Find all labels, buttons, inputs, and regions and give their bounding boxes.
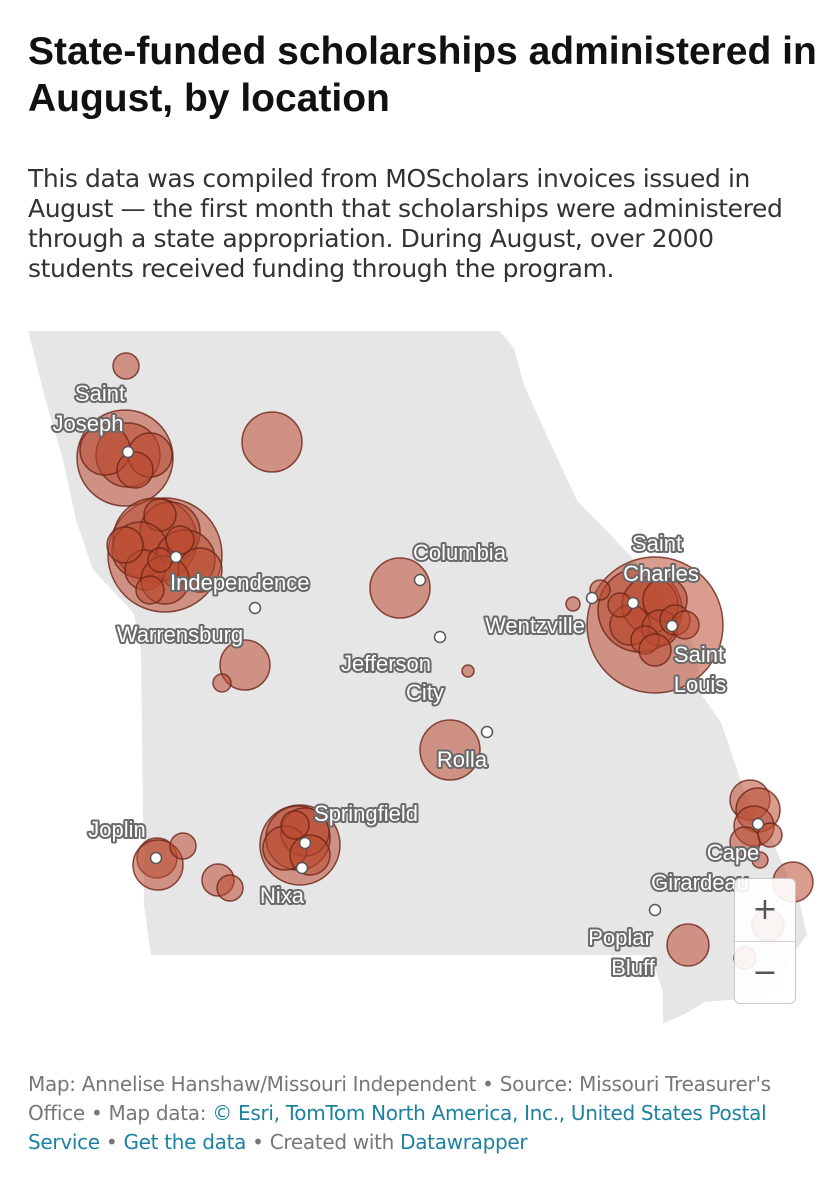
zoom-in-button[interactable]: + [735, 879, 795, 941]
scholarship-bubble[interactable] [751, 851, 769, 869]
scholarship-bubble[interactable] [369, 557, 431, 619]
city-dot [433, 630, 447, 644]
city-dot [585, 591, 599, 605]
label-independence: Independence [170, 570, 309, 595]
scholarship-bubble[interactable] [112, 352, 140, 380]
label-saint-louis-line1: Saint [674, 642, 724, 667]
credit-source: Source: Missouri Treasurer's Office [28, 1072, 771, 1125]
scholarship-bubble[interactable] [132, 839, 184, 891]
scholarship-bubble[interactable] [169, 832, 197, 860]
label-saint-charles-line1: Saint [632, 531, 682, 556]
city-dot [480, 725, 494, 739]
label-warrensburg: Warrensburg [117, 622, 243, 647]
bubble-layer [76, 352, 814, 970]
credits: Map: Annelise Hanshaw/Missouri Independe… [28, 1070, 818, 1157]
scholarship-bubble[interactable] [219, 639, 271, 691]
zoom-control: + − [734, 878, 796, 1004]
city-dot [169, 550, 183, 564]
scholarship-bubble[interactable] [419, 719, 481, 781]
scholarship-bubble[interactable] [116, 451, 154, 489]
city-dot [149, 851, 163, 865]
scholarship-bubble[interactable] [216, 874, 244, 902]
credit-separator: • [84, 1101, 109, 1125]
city-dot [626, 596, 640, 610]
scholarship-bubble[interactable] [666, 923, 710, 967]
city-dot [751, 817, 765, 831]
scholarship-bubble[interactable] [565, 596, 581, 612]
city-dot [665, 619, 679, 633]
scholarship-bubble[interactable] [638, 633, 672, 667]
label-cape-girardeau-line2: Girardeau [651, 870, 749, 895]
credit-created-with: Created with [269, 1130, 401, 1154]
scholarship-bubble[interactable] [147, 547, 173, 573]
zoom-out-button[interactable]: − [735, 941, 795, 1003]
credit-map-data-prefix: Map data: [108, 1101, 213, 1125]
scholarship-bubble[interactable] [135, 575, 165, 605]
label-saint-joseph-line2: Joseph [53, 411, 124, 436]
scholarship-bubble[interactable] [461, 664, 475, 678]
label-wentzville: Wentzville [485, 613, 585, 638]
label-saint-charles-line2: Charles [623, 561, 699, 586]
label-poplar-bluff-line2: Bluff [611, 955, 656, 980]
label-columbia: Columbia [413, 540, 507, 565]
chart-title: State-funded scholarships administered i… [28, 30, 817, 120]
label-rolla: Rolla [437, 747, 488, 772]
city-dot [248, 601, 262, 615]
city-dot [298, 836, 312, 850]
credit-map-data-link[interactable]: © Esri, TomTom North America, Inc., Unit… [28, 1101, 767, 1154]
city-dot [295, 861, 309, 875]
scholarship-bubble[interactable] [165, 525, 195, 555]
datawrapper-link[interactable]: Datawrapper [400, 1130, 528, 1154]
get-the-data-link[interactable]: Get the data [123, 1130, 247, 1154]
credit-separator: • [246, 1130, 270, 1154]
map-canvas[interactable]: Saint Joseph Independence Warrensburg Co… [0, 320, 837, 1050]
city-dot [121, 445, 135, 459]
label-jefferson-city-line1: Jefferson [341, 651, 431, 676]
label-cape-girardeau-line1: Cape [707, 840, 760, 865]
scholarship-bubble[interactable] [280, 810, 310, 840]
label-nixa: Nixa [260, 883, 305, 908]
credit-separator: • [476, 1072, 500, 1096]
label-poplar-bluff-line1: Poplar [588, 925, 652, 950]
city-dot-layer [121, 445, 765, 917]
chart-description: This data was compiled from MOScholars i… [28, 164, 783, 283]
scholarship-bubble[interactable] [106, 526, 144, 564]
label-jefferson-city-line2: City [406, 680, 444, 705]
missouri-map[interactable]: Saint Joseph Independence Warrensburg Co… [0, 320, 837, 1050]
credit-map-author: Map: Annelise Hanshaw/Missouri Independe… [28, 1072, 477, 1096]
city-dot [413, 573, 427, 587]
label-joplin: Joplin [88, 817, 145, 842]
city-dot [648, 903, 662, 917]
label-saint-joseph-line1: Saint [75, 381, 125, 406]
scholarship-bubble[interactable] [212, 673, 232, 693]
credit-separator: • [99, 1130, 124, 1154]
label-saint-louis-line2: Louis [674, 672, 727, 697]
scholarship-bubble[interactable] [241, 411, 303, 473]
label-springfield: Springfield [314, 801, 418, 826]
scholarship-bubble[interactable] [757, 822, 783, 848]
